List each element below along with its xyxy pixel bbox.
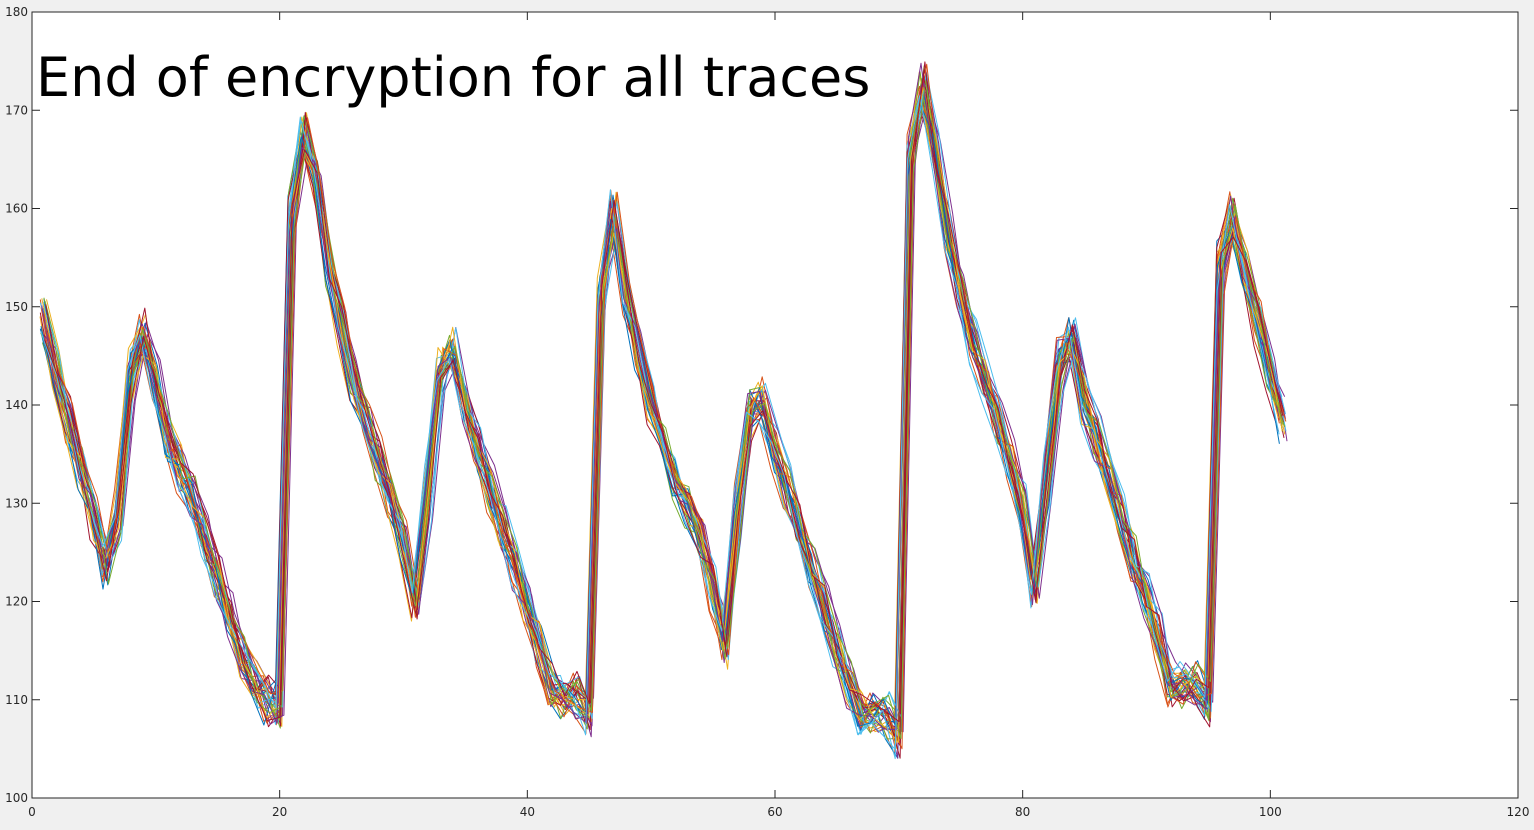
x-tick-label-40: 40 (520, 805, 535, 819)
axis-ticks: 0 20 40 60 80 100 120 100 110 120 130 140 150 160 170 1… (5, 5, 1529, 819)
y-tick-label-150: 150 (5, 300, 28, 314)
trace-lines (39, 61, 1288, 760)
y-tick-label-110: 110 (5, 693, 28, 707)
y-tick-label-160: 160 (5, 202, 28, 216)
y-tick-label-170: 170 (5, 103, 28, 117)
x-tick-label-100: 100 (1259, 805, 1282, 819)
chart-title: End of encryption for all traces (36, 46, 870, 109)
x-tick-label-80: 80 (1015, 805, 1030, 819)
x-tick-label-0: 0 (28, 805, 36, 819)
x-tick-label-60: 60 (767, 805, 782, 819)
y-tick-label-180: 180 (5, 5, 28, 19)
x-tick-label-120: 120 (1507, 805, 1530, 819)
y-tick-label-100: 100 (5, 791, 28, 805)
trace-line-35 (44, 75, 1284, 723)
y-tick-label-140: 140 (5, 398, 28, 412)
trace-line-31 (43, 86, 1283, 743)
x-tick-label-20: 20 (272, 805, 287, 819)
trace-line-29 (40, 103, 1280, 727)
trace-line-33 (46, 80, 1286, 740)
y-tick-label-130: 130 (5, 496, 28, 510)
trace-line-34 (40, 94, 1280, 760)
y-tick-label-120: 120 (5, 595, 28, 609)
